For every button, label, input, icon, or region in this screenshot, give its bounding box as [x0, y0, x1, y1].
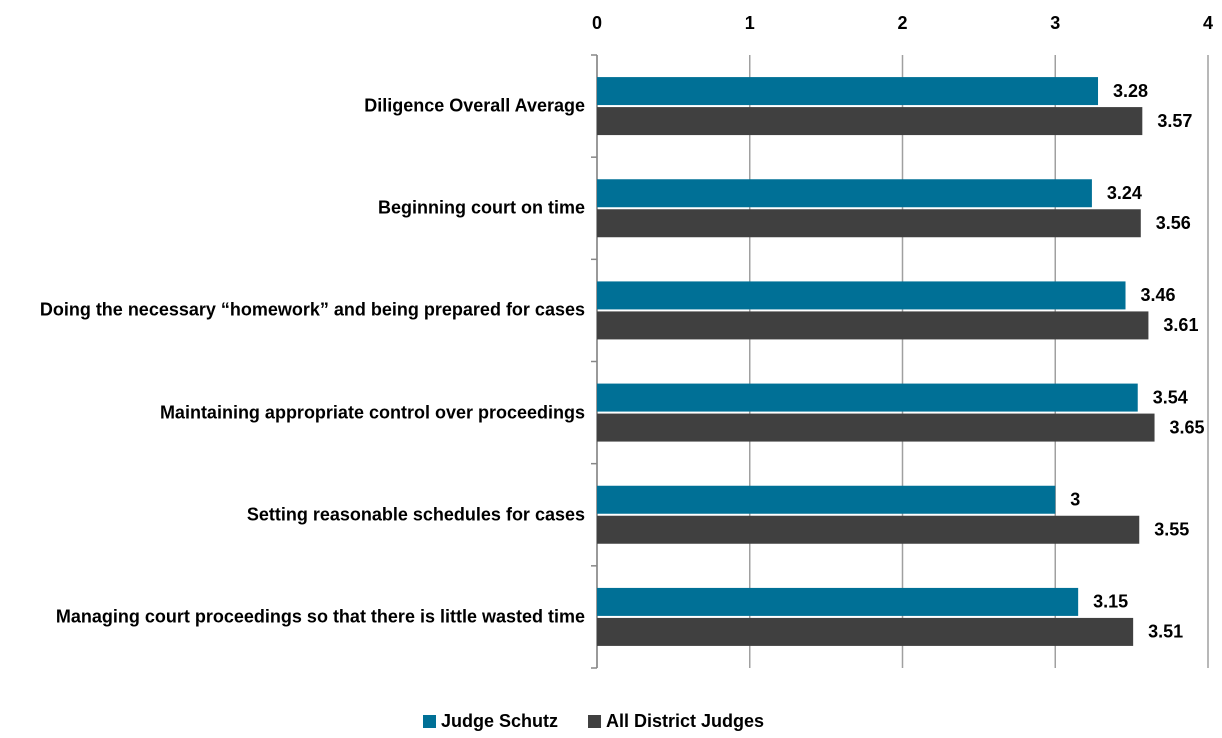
- data-label: 3.57: [1157, 111, 1192, 131]
- bar: [597, 179, 1092, 208]
- data-label: 3.56: [1156, 213, 1191, 233]
- data-label: 3.28: [1113, 81, 1148, 101]
- data-label: 3.65: [1170, 417, 1205, 437]
- data-label: 3.15: [1093, 592, 1128, 612]
- x-tick-label: 3: [1050, 13, 1060, 33]
- bar: [597, 383, 1138, 412]
- data-label: 3.24: [1107, 183, 1142, 203]
- bar: [597, 587, 1079, 616]
- bar: [597, 281, 1126, 310]
- category-text: Setting reasonable schedules for cases: [246, 504, 585, 525]
- bar: [597, 77, 1099, 106]
- data-label: 3.54: [1153, 387, 1188, 407]
- data-label: 3.61: [1163, 315, 1198, 335]
- bar: [597, 485, 1056, 514]
- data-label: 3.55: [1154, 520, 1189, 540]
- category-text: Diligence Overall Average: [364, 95, 585, 116]
- y-tick-label: Doing the necessary “homework” and being…: [5, 300, 585, 321]
- y-tick-label: Maintaining appropriate control over pro…: [5, 402, 585, 423]
- category-text: Beginning court on time: [378, 197, 585, 218]
- x-tick-label: 2: [897, 13, 907, 33]
- category-text: Managing court proceedings so that there…: [55, 606, 585, 627]
- y-tick-label: Beginning court on time: [5, 198, 585, 219]
- x-tick-label: 4: [1203, 13, 1213, 33]
- legend-swatch: [423, 715, 436, 728]
- data-label: 3.51: [1148, 622, 1183, 642]
- bar: [597, 107, 1143, 136]
- data-label: 3.46: [1141, 285, 1176, 305]
- y-tick-label: Setting reasonable schedules for cases: [5, 504, 585, 525]
- y-tick-label: Diligence Overall Average: [5, 96, 585, 117]
- bar: [597, 413, 1155, 442]
- legend-label: All District Judges: [606, 711, 764, 731]
- bar: [597, 617, 1134, 646]
- bar: [597, 515, 1140, 544]
- y-tick-label: Managing court proceedings so that there…: [5, 606, 585, 627]
- bar: [597, 209, 1141, 238]
- legend-label: Judge Schutz: [441, 711, 558, 731]
- category-text: Doing the necessary “homework” and being…: [39, 299, 585, 320]
- category-text: Maintaining appropriate control over pro…: [159, 402, 585, 423]
- x-tick-label: 0: [592, 13, 602, 33]
- x-tick-label: 1: [745, 13, 755, 33]
- data-label: 3: [1070, 490, 1080, 510]
- bar: [597, 311, 1149, 340]
- legend-swatch: [588, 715, 602, 728]
